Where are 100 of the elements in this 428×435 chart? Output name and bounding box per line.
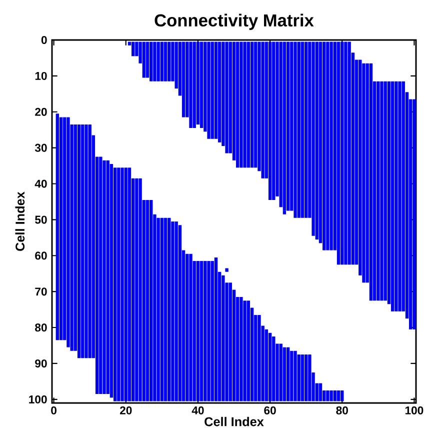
bar [279, 344, 282, 402]
bar [150, 42, 153, 82]
bar [344, 42, 348, 265]
bar [146, 200, 150, 402]
bar [340, 390, 344, 402]
bar [246, 42, 250, 168]
bar [132, 42, 135, 56]
bar [300, 42, 304, 218]
bar [214, 42, 218, 139]
bar [106, 160, 110, 394]
bar [326, 42, 330, 250]
y-tick-label: 70 [35, 288, 47, 296]
bar [412, 99, 416, 330]
x-tick-label: 60 [264, 406, 276, 414]
bar [279, 42, 282, 208]
bar [171, 222, 174, 402]
bar [326, 390, 330, 402]
bar [312, 42, 315, 236]
bar [258, 314, 261, 402]
bar [300, 354, 304, 402]
bar [336, 42, 340, 265]
bar [228, 282, 232, 402]
bar [124, 168, 128, 402]
bar [304, 354, 308, 402]
bar [200, 261, 204, 402]
bar [290, 350, 294, 402]
x-tick-label: 80 [336, 406, 348, 414]
bar [236, 42, 240, 168]
bar [156, 218, 160, 402]
y-tick-label: 60 [35, 252, 47, 260]
chart-title: Connectivity Matrix [154, 14, 314, 30]
bar [160, 42, 164, 82]
bar [243, 300, 246, 402]
bar [196, 261, 200, 402]
x-tick-label: 40 [192, 406, 204, 414]
bar [322, 42, 326, 250]
bar [315, 42, 318, 240]
bar [196, 42, 200, 124]
bar [254, 42, 258, 168]
bar [282, 347, 286, 402]
bar [189, 42, 192, 128]
bar [135, 178, 138, 402]
bar [77, 124, 81, 358]
bar [286, 42, 290, 211]
bar [210, 42, 214, 139]
bar [56, 114, 59, 340]
bar [333, 390, 337, 402]
y-tick-label: 40 [34, 180, 47, 188]
bar [153, 42, 156, 82]
bar [297, 354, 300, 402]
bar [102, 160, 106, 394]
y-tick-label: 20 [35, 108, 47, 116]
bar [264, 329, 268, 402]
bar [117, 168, 120, 402]
bar [214, 257, 218, 402]
y-tick-label: 100 [29, 395, 47, 404]
bar [240, 296, 243, 402]
bar [189, 254, 192, 402]
bar [204, 261, 207, 402]
bar [186, 254, 189, 402]
bar [164, 218, 168, 402]
bar [297, 42, 300, 218]
bar [398, 81, 402, 312]
bar [268, 332, 272, 402]
bar [160, 218, 164, 402]
bar [178, 225, 182, 402]
y-tick-label: 0 [41, 36, 47, 44]
bar [84, 124, 88, 358]
x-tick-label: 20 [120, 406, 132, 414]
bar [218, 42, 222, 142]
bar [362, 63, 366, 283]
x-tick-label: 100 [405, 406, 424, 414]
bar [390, 81, 394, 312]
bar [286, 347, 290, 402]
y-tick-label: 50 [35, 216, 47, 224]
bar [88, 124, 92, 358]
bar [225, 42, 228, 154]
y-tick-label: 80 [35, 324, 47, 332]
bar [294, 350, 297, 402]
bar [81, 124, 84, 358]
bar [225, 268, 228, 272]
bar [246, 300, 250, 402]
y-axis-title: Cell Index [15, 192, 25, 251]
bar [268, 42, 272, 200]
bar [120, 168, 124, 402]
bar [66, 117, 70, 348]
bar [282, 42, 286, 211]
y-tick-label: 90 [35, 359, 47, 368]
bar [330, 42, 333, 250]
bar [340, 42, 344, 265]
x-tick-label: 0 [51, 406, 56, 414]
bar [376, 81, 380, 301]
bar [308, 354, 312, 402]
bar [330, 390, 333, 402]
bar [182, 42, 186, 118]
y-tick-label: 10 [35, 72, 47, 80]
bar [207, 42, 210, 139]
bar [222, 275, 225, 402]
bar [168, 42, 171, 82]
bar [272, 42, 276, 200]
